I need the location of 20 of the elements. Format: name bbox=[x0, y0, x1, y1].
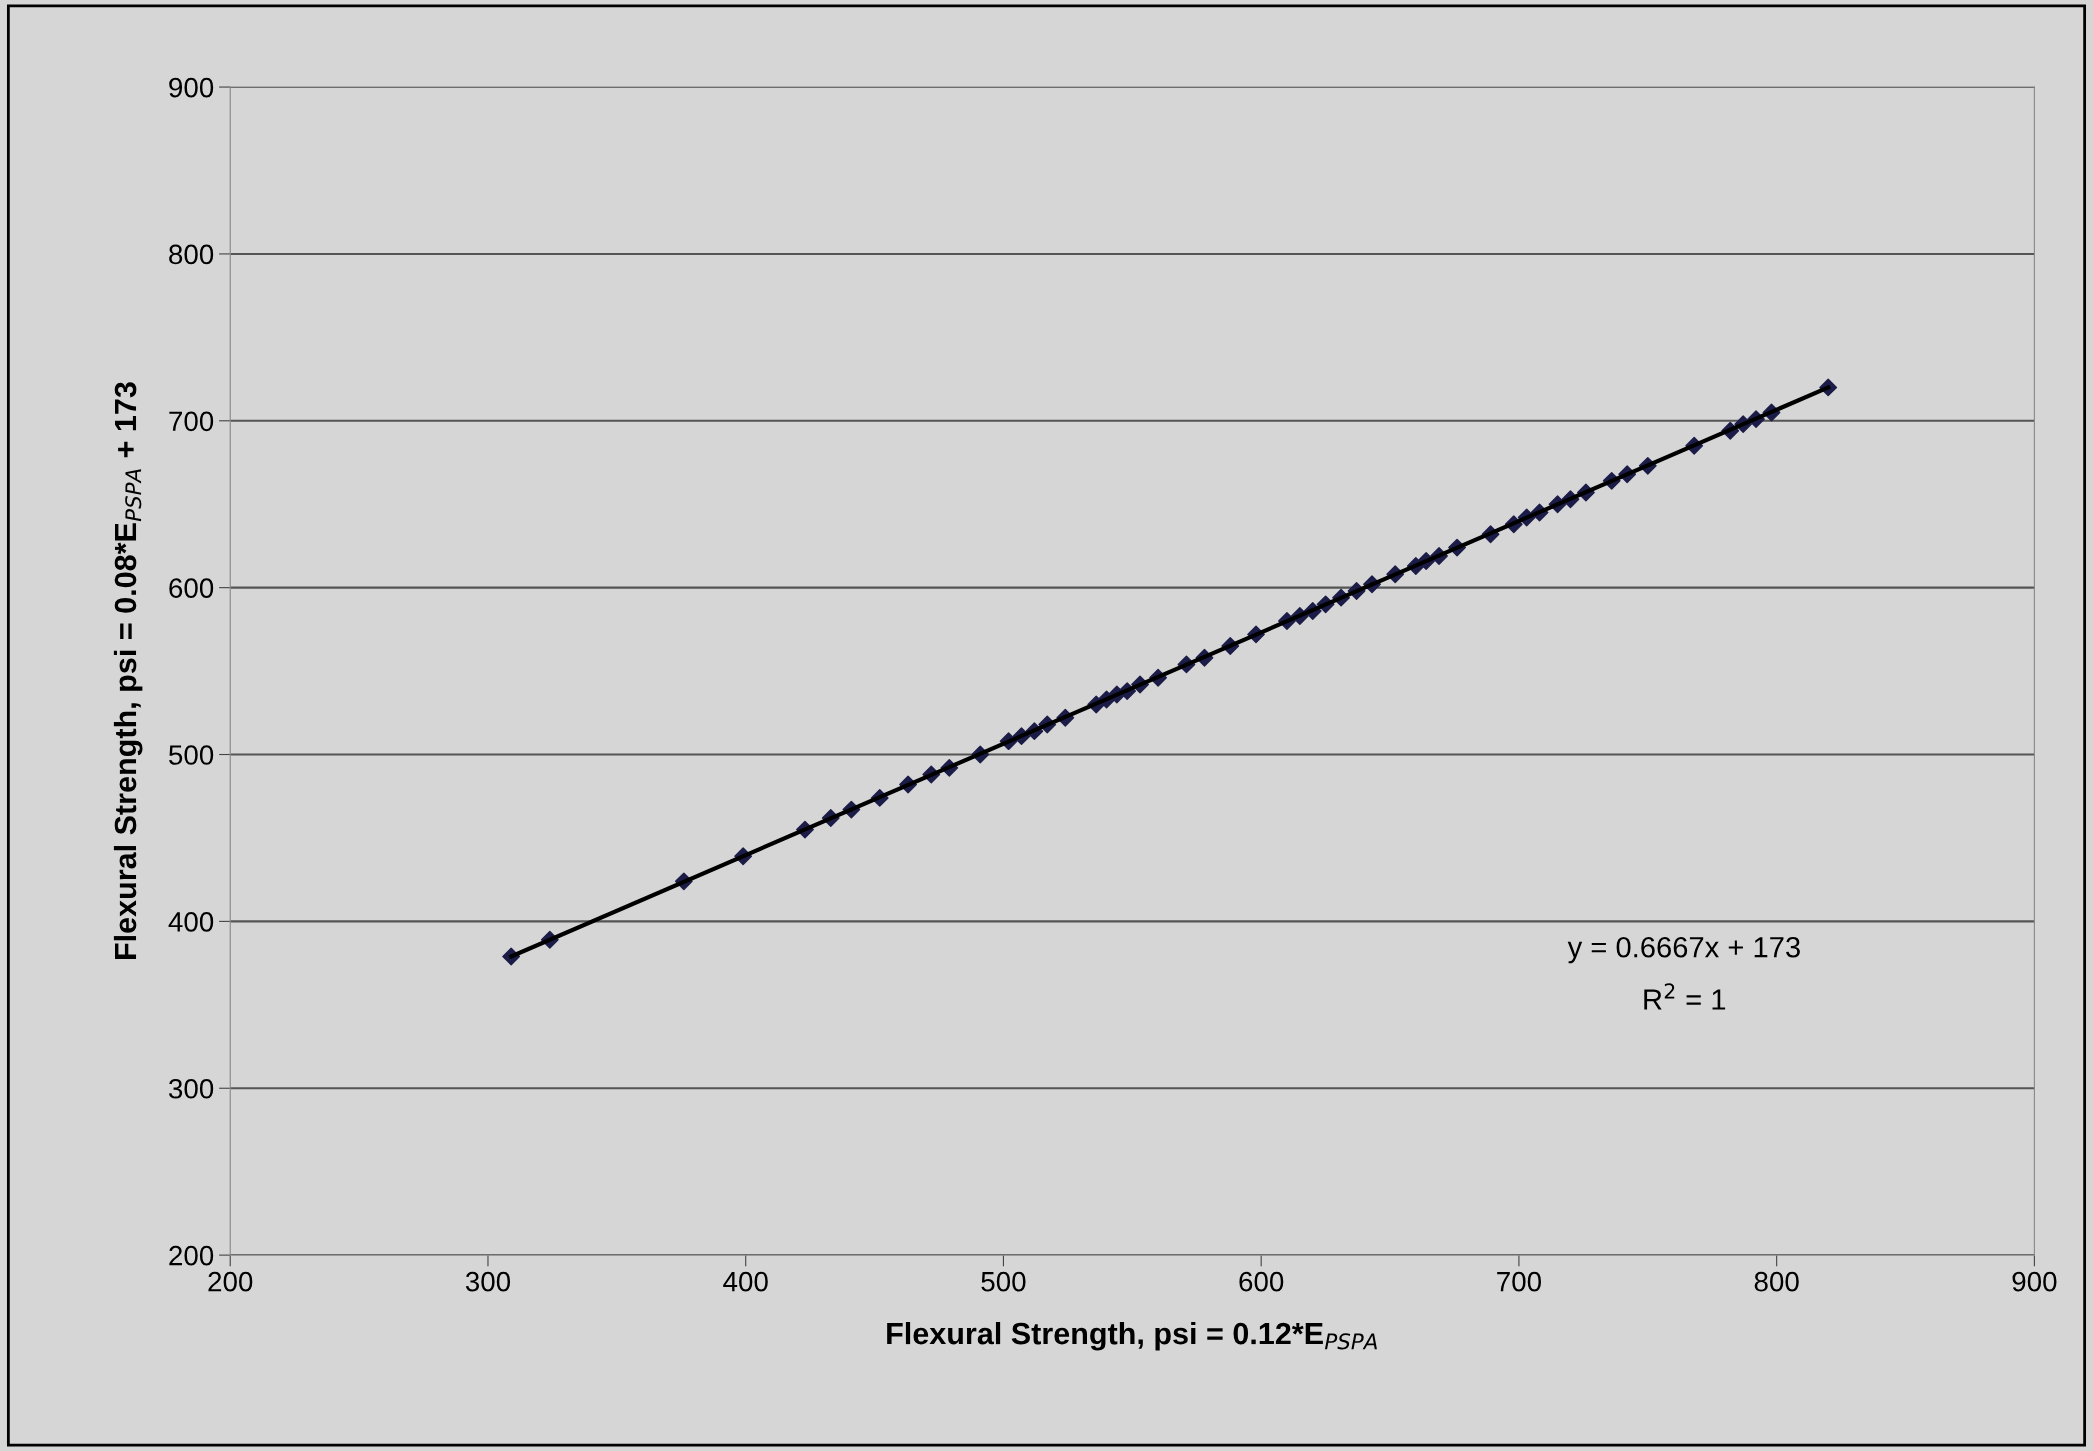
x-tick-label: 200 bbox=[208, 1271, 253, 1292]
x-tick-label: 600 bbox=[1239, 1271, 1284, 1292]
y-tick-label: 900 bbox=[169, 77, 214, 98]
y-tick-label: 400 bbox=[168, 912, 214, 932]
y-tick-label: 200 bbox=[169, 1245, 214, 1266]
y-tick-label: 500 bbox=[169, 745, 214, 765]
y-tick-label: 700 bbox=[169, 411, 214, 432]
y-axis-title: Flexural Strength, psi = 0.08*E$_{PSPA}$ + 173 bbox=[113, 382, 143, 960]
y-tick-label: 800 bbox=[169, 244, 214, 265]
x-tick-label: 900 bbox=[2012, 1271, 2057, 1292]
x-tick-label: 700 bbox=[1497, 1271, 1542, 1292]
x-tick-label: 800 bbox=[1754, 1271, 1799, 1292]
y-tick-label: 600 bbox=[169, 578, 214, 598]
y-tick-label: 300 bbox=[168, 1078, 214, 1099]
x-axis-title: Flexural Strength, psi = 0.12*E$_{PSPA}$ bbox=[887, 1321, 1377, 1351]
x-tick-label: 400 bbox=[723, 1271, 768, 1292]
annotation: y = 0.6667x + 173 bbox=[1567, 936, 1800, 964]
x-tick-label: 500 bbox=[981, 1271, 1026, 1292]
annotation: R$^{2}$ = 1 bbox=[1644, 983, 1726, 1010]
x-tick-label: 300 bbox=[465, 1271, 511, 1292]
